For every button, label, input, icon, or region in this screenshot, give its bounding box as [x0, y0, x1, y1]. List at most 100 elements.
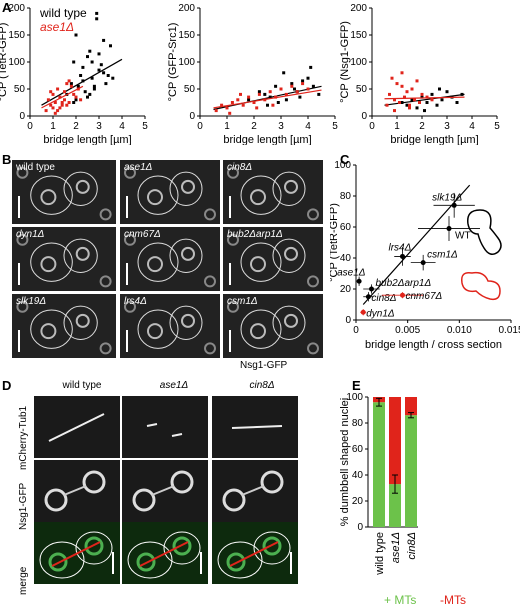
- wild-type-point: [92, 87, 96, 91]
- ase1-point: [400, 71, 404, 75]
- ase1-point: [405, 90, 409, 94]
- panel-d-image-1-1: [34, 396, 120, 458]
- micrograph-content: [217, 531, 292, 579]
- ase1-trendline: [384, 96, 465, 100]
- column-label-wild-type: wild type: [62, 380, 102, 391]
- ase1-point: [214, 109, 218, 113]
- column-label-cin8: cin8Δ: [249, 380, 275, 391]
- ase1-point: [58, 106, 62, 110]
- wild-type-point: [86, 95, 89, 99]
- x-tick-label: 4: [305, 121, 311, 132]
- panel-d-image-2-1: [34, 460, 120, 522]
- x-axis-label: bridge length [µm]: [43, 134, 131, 145]
- x-axis-label: bridge length / cross section: [365, 339, 502, 351]
- y-axis-label: °CP (GFP-Src1): [167, 23, 179, 102]
- micrograph-content: [48, 413, 105, 442]
- wild-type-point: [99, 63, 103, 67]
- category-label: cin8Δ: [406, 532, 418, 560]
- ase1-point: [220, 103, 224, 107]
- x-tick-label: 2: [419, 121, 425, 132]
- ase1-point: [65, 103, 69, 107]
- y-tick-label: 150: [8, 30, 25, 41]
- ase1-point: [301, 82, 305, 86]
- wild-type-point: [276, 101, 280, 104]
- ase1-point: [236, 98, 240, 102]
- x-tick-label: 3: [278, 121, 284, 132]
- data-point: [451, 202, 457, 208]
- ase1-point: [403, 95, 406, 99]
- point-label: WT: [455, 231, 471, 242]
- x-axis-label: bridge length [µm]: [390, 134, 478, 145]
- wild-type-point: [74, 33, 78, 37]
- micrograph-content: [146, 423, 183, 437]
- micrograph-4: dyn1Δ: [12, 227, 116, 291]
- wild-type-point: [257, 90, 261, 94]
- micrograph-content: [44, 470, 106, 512]
- wild-type-point: [97, 52, 101, 56]
- data-point: [369, 286, 374, 292]
- micrograph-content: [132, 470, 194, 512]
- scatter-plot-src1: 0 50 100 150 200 0 1 2 3 4 5 bridge length [µm] °CP …: [167, 3, 338, 145]
- micrograph-content: [127, 531, 202, 579]
- ase1-point: [415, 79, 419, 83]
- wild-type-point: [420, 95, 424, 99]
- y-tick-label: 80: [340, 191, 352, 202]
- bar-plus-mts: [405, 415, 417, 527]
- y-tick-label: 200: [350, 3, 367, 14]
- micrograph-label: csm1Δ: [227, 296, 258, 307]
- scale-bar: [229, 196, 231, 218]
- cell-outline: [16, 233, 112, 288]
- panel-d-image-1-2: [122, 396, 208, 458]
- ase1-point: [400, 84, 404, 88]
- y-axis-label: % dumbbell shaped nuclei: [340, 398, 351, 526]
- cell-outline: [227, 233, 319, 288]
- micrograph-label: bub2Δarp1Δ: [227, 229, 283, 240]
- x-tick-label: 5: [142, 121, 148, 132]
- y-tick-label: 0: [189, 111, 195, 122]
- wild-type-point: [274, 84, 278, 88]
- bar-plus-mts: [373, 402, 385, 527]
- micrograph-label: dyn1Δ: [16, 229, 45, 240]
- data-point: [446, 226, 452, 232]
- x-tick-label: 0.005: [395, 325, 420, 336]
- wild-type-point: [405, 103, 409, 107]
- scale-bar: [18, 196, 20, 218]
- legend-ase1: ase1Δ: [40, 20, 75, 34]
- y-tick-label: 0: [19, 111, 25, 122]
- ase1-point: [60, 101, 64, 104]
- wild-type-point: [102, 71, 106, 75]
- y-tick-label: 100: [334, 160, 351, 171]
- x-tick-label: 2: [251, 121, 257, 132]
- wild-type-point: [95, 17, 99, 21]
- wild-type-point: [263, 92, 267, 96]
- wild-type-trendline: [213, 85, 322, 111]
- x-tick-label: 0: [369, 121, 375, 132]
- wild-type-point: [301, 79, 305, 83]
- bar-minus-mts: [405, 397, 417, 416]
- wild-type-point: [438, 87, 441, 91]
- ase1-point: [230, 101, 234, 104]
- ase1-point: [306, 87, 310, 91]
- wild-type-point: [86, 55, 89, 59]
- cell-outline: [124, 300, 216, 355]
- ase1-point: [420, 92, 424, 96]
- wild-type-point: [69, 82, 73, 86]
- wild-type-point: [81, 65, 85, 69]
- wild-type-point: [106, 74, 110, 77]
- x-tick-label: 3: [444, 121, 450, 132]
- ase1-point: [63, 90, 66, 94]
- y-tick-label: 60: [340, 222, 352, 233]
- wild-type-point: [435, 103, 439, 107]
- ase1-point: [225, 106, 229, 110]
- ase1-point: [67, 79, 71, 83]
- x-tick-label: 0.010: [447, 325, 472, 336]
- scatter-plot-tetr: 0 50 100 150 200 0 1 2 3 4 5 bridge length [µm] °CP …: [0, 3, 148, 145]
- panel-label-c: C: [340, 152, 350, 167]
- micrograph-content: [222, 470, 284, 512]
- y-tick-label: 100: [8, 57, 25, 68]
- micrograph-label: cin8Δ: [227, 162, 253, 173]
- wild-type-point: [81, 79, 85, 83]
- ase1-point: [408, 106, 411, 110]
- category-label: wild type: [374, 532, 386, 576]
- y-tick-label: 100: [346, 392, 363, 403]
